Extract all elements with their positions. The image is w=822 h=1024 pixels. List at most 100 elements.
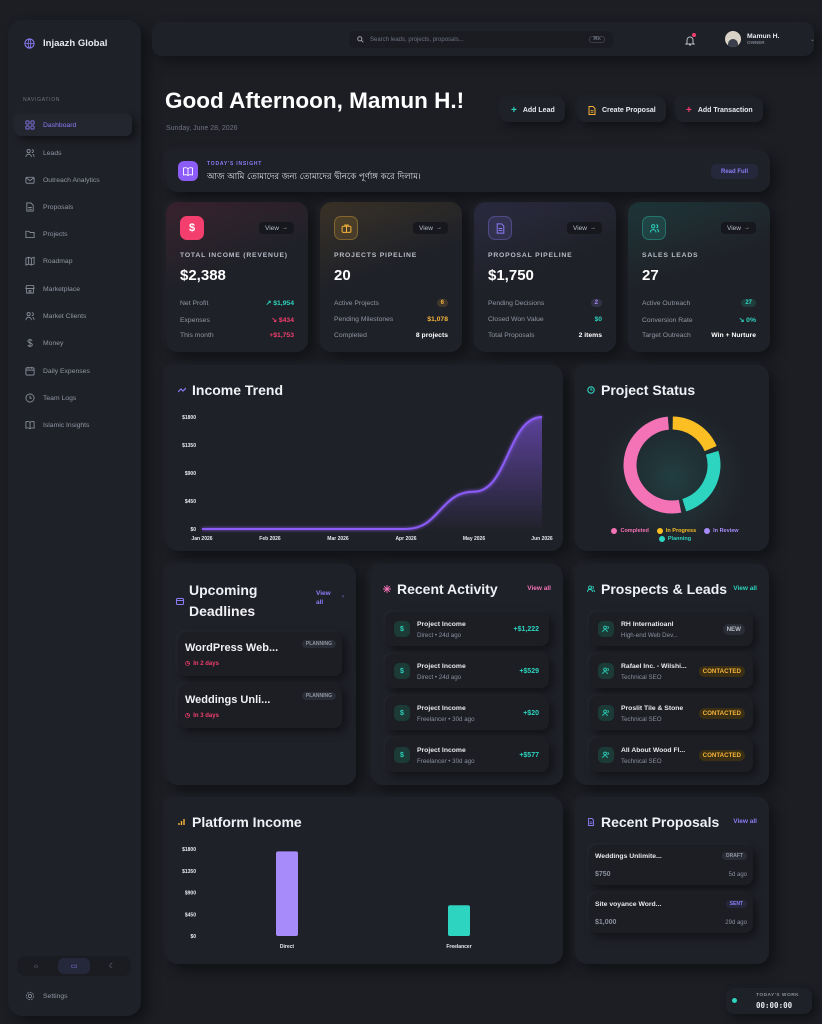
sidebar-item-label: Islamic Insights: [43, 421, 90, 429]
stat-card-4: View → SALES LEADS 27 Active Outreach 27 Conve…: [628, 202, 770, 352]
activity-item[interactable]: $ Project Income Direct • 24d ago +$1,222: [385, 612, 549, 646]
sidebar-item-money[interactable]: Money: [15, 332, 132, 354]
brand-name: Injaazh Global: [43, 38, 108, 49]
proposal-age: 29d ago: [725, 920, 747, 926]
create-proposal-button[interactable]: Create Proposal: [578, 98, 666, 122]
file-icon: [26, 202, 34, 212]
stat-row: Total Proposals 2 items: [488, 332, 602, 339]
donut-slice-completed[interactable]: [623, 416, 682, 514]
deadlines-view-all-link[interactable]: View all: [316, 590, 331, 606]
trend-icon: [178, 387, 186, 393]
bar-freelancer[interactable]: [448, 905, 470, 936]
prospect-name: RH Internatioanl: [621, 621, 674, 628]
y-tick-label: $1350: [182, 443, 196, 449]
prospect-item[interactable]: Rafael Inc. - Wilshi... Technical SEO CONT…: [589, 654, 753, 688]
stat-row-label: Pending Milestones: [334, 316, 394, 323]
nav-label: NAVIGATION: [23, 97, 61, 103]
stat-row-value: $1,078: [427, 316, 448, 323]
sidebar-item-outreach-analytics[interactable]: Outreach Analytics: [15, 169, 132, 191]
theme-dark-button[interactable]: ☾: [108, 963, 116, 970]
stat-row: Completed 8 projects: [334, 332, 448, 339]
sidebar-item-marketplace[interactable]: Marketplace: [15, 278, 132, 300]
notification-button[interactable]: [684, 33, 696, 51]
x-tick-label: Mar 2026: [327, 536, 349, 542]
page-title: Good Afternoon, Mamun H.!: [165, 88, 465, 113]
proposal-age: 5d ago: [728, 872, 747, 878]
prospect-item[interactable]: RH Internatioanl High-end Web Dev... NEW: [589, 612, 753, 646]
sidebar-item-daily-expenses[interactable]: Daily Expenses: [15, 360, 132, 382]
proposals-view-all-link[interactable]: View all: [733, 818, 757, 825]
prospects-view-all-link[interactable]: View all: [733, 585, 757, 592]
stat-row-label: Conversion Rate: [642, 316, 693, 324]
x-tick-label: Jan 2026: [191, 536, 212, 542]
status-badge: PLANNING: [301, 640, 336, 648]
activity-item[interactable]: $ Project Income Freelancer • 30d ago +$577: [385, 738, 549, 772]
sidebar-item-settings[interactable]: Settings: [15, 985, 132, 1007]
prospect-item[interactable]: All About Wood Fl... Technical SEO CONTACT…: [589, 738, 753, 772]
stat-label: PROPOSAL PIPELINE: [488, 252, 573, 259]
insight-banner: TODAY'S INSIGHT আজ আমি তোমাদের জন্য তোমা…: [166, 150, 770, 192]
theme-light-button[interactable]: ☼: [32, 962, 40, 970]
activity-item[interactable]: $ Project Income Freelancer • 30d ago +$20: [385, 696, 549, 730]
platform-income-card: Platform Income $1800 $1350 $900 $450 $0 Dire…: [166, 797, 563, 964]
deadline-item[interactable]: WordPress Web... PLANNING ◷ In 2 days: [178, 632, 342, 676]
plus-icon: +: [686, 104, 692, 116]
user-menu[interactable]: Mamun H. OWNER ⌄: [725, 30, 815, 48]
read-full-button[interactable]: Read Full: [710, 164, 758, 179]
view-button[interactable]: View →: [259, 222, 294, 234]
activity-meta: Direct • 24d ago: [417, 632, 462, 639]
brand[interactable]: Injaazh Global: [24, 38, 107, 49]
sidebar-item-dashboard[interactable]: Dashboard: [15, 114, 132, 136]
chevron-right-icon: ›: [342, 594, 344, 600]
proposal-item[interactable]: Weddings Unlimite... DRAFT $750 5d ago: [589, 845, 753, 885]
add-transaction-button[interactable]: + Add Transaction: [676, 98, 763, 122]
bar-direct[interactable]: [276, 851, 298, 936]
sidebar-item-islamic-insights[interactable]: Islamic Insights: [15, 414, 132, 436]
sidebar-item-team-logs[interactable]: Team Logs: [15, 387, 132, 409]
y-tick-label: $1800: [182, 847, 196, 853]
stat-row: Net Profit ↗ $1,954: [180, 299, 294, 308]
status-badge: CONTACTED: [698, 708, 745, 719]
theme-system-button[interactable]: ▭: [58, 958, 90, 974]
view-button[interactable]: View →: [567, 222, 602, 234]
users-icon: [25, 149, 35, 158]
legend-item: Planning: [658, 536, 691, 542]
stat-label: PROJECTS PIPELINE: [334, 252, 418, 259]
sidebar-item-leads[interactable]: Leads: [15, 142, 132, 164]
deadline-item[interactable]: Weddings Unli... PLANNING ◷ In 3 days: [178, 684, 342, 728]
chevron-down-icon: ⌄: [809, 36, 815, 43]
donut-slice-in-progress[interactable]: [672, 416, 717, 452]
search-input[interactable]: Search leads, projects, proposals... ⌘K: [349, 31, 613, 48]
stat-label: TOTAL INCOME (REVENUE): [180, 252, 288, 259]
proposal-amount: $1,000: [595, 919, 617, 926]
view-button[interactable]: View →: [721, 222, 756, 234]
view-button[interactable]: View →: [413, 222, 448, 234]
add-lead-button[interactable]: + Add Lead: [501, 98, 565, 122]
deadline-due: ◷ In 2 days: [185, 660, 219, 668]
sidebar-item-projects[interactable]: Projects: [15, 223, 132, 245]
stat-row-value: $0: [594, 316, 602, 323]
sidebar-item-market-clients[interactable]: Market Clients: [15, 305, 132, 327]
sidebar-item-label: Projects: [43, 230, 68, 238]
donut-slice-planning[interactable]: [682, 450, 721, 512]
sidebar-item-roadmap[interactable]: Roadmap: [15, 250, 132, 272]
search-icon: [357, 36, 364, 43]
deadline-due: ◷ In 3 days: [185, 712, 219, 720]
x-tick-label: May 2026: [463, 536, 485, 542]
activity-amount: +$1,222: [513, 626, 540, 633]
activity-item[interactable]: $ Project Income Direct • 24d ago +$529: [385, 654, 549, 688]
sidebar-item-proposals[interactable]: Proposals: [15, 196, 132, 218]
activity-view-all-link[interactable]: View all: [527, 585, 551, 592]
deadlines-title: Upcoming Deadlines: [189, 582, 258, 619]
proposals-card: Recent Proposals View all Weddings Unlim…: [575, 797, 769, 964]
proposal-item[interactable]: Site voyance Word... SENT $1,000 29d ago: [589, 893, 753, 933]
arrow-right-icon: →: [436, 225, 442, 231]
legend-item: Completed: [611, 528, 649, 534]
stat-row-value: 2 items: [578, 332, 602, 339]
stat-row-label: Pending Decisions: [488, 299, 545, 307]
donut-legend: Completed In Progress In Review Planning: [595, 528, 755, 542]
work-timer[interactable]: TODAY'S WORK 00:00:00: [726, 988, 812, 1014]
grid-icon: [25, 120, 35, 130]
prospect-service: Technical SEO: [621, 716, 662, 723]
prospect-item[interactable]: Proslit Tile & Stone Technical SEO CONTACT…: [589, 696, 753, 730]
